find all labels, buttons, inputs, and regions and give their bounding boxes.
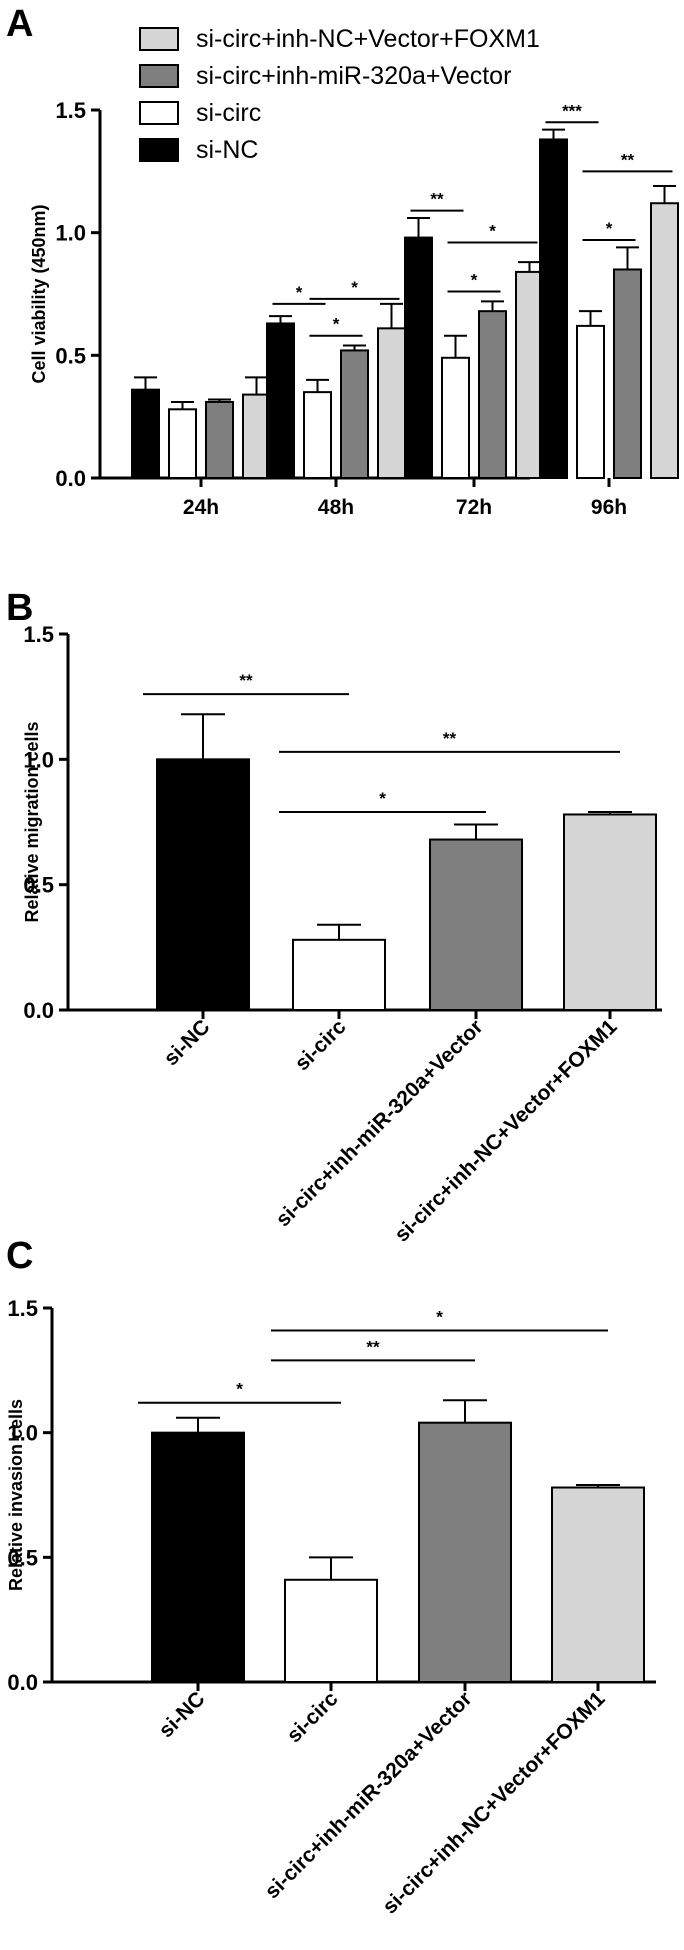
significance-label: * [436,1307,443,1326]
bar [205,400,234,479]
legend-swatch [139,64,179,88]
panel-label-b: B [6,587,33,629]
bar [131,388,160,479]
bar [478,310,507,479]
bar [539,138,568,479]
bar [650,202,679,480]
y-tick-label: 0.0 [7,1670,38,1695]
x-tick-label: si-circ+inh-NC+Vector+FOXM1 [378,1687,609,1918]
significance-label: *** [562,101,582,120]
y-axis-label: Cell viability (450nm) [29,204,49,383]
bar [284,1578,378,1683]
y-axis-label: Relative migration cells [22,721,42,922]
bar [151,1431,245,1683]
significance-label: ** [430,190,444,209]
bar [515,270,544,480]
y-tick-label: 0.5 [55,343,86,368]
x-tick-label: si-circ+inh-NC+Vector+FOXM1 [390,1015,621,1246]
bar [418,1421,512,1684]
panel-label-c: C [6,1235,33,1277]
legend-swatch [139,101,179,125]
significance-label: ** [621,150,635,169]
x-tick-label: si-circ [283,1687,343,1747]
y-tick-label: 1.5 [55,98,86,123]
bar [377,327,406,480]
y-tick-label: 0.0 [55,466,86,491]
significance-label: * [351,278,358,297]
significance-label: * [471,271,478,290]
y-tick-label: 1.0 [23,747,54,772]
significance-label: ** [443,729,457,748]
legend-label: si-circ+inh-NC+Vector+FOXM1 [196,25,540,53]
legend-label: si-circ [196,99,261,127]
y-tick-label: 1.5 [7,1296,38,1321]
legend-label: si-circ+inh-miR-320a+Vector [196,62,511,90]
y-tick-label: 0.5 [7,1545,38,1570]
bar [266,322,295,479]
x-tick-label: si-circ [291,1015,351,1075]
bar [563,813,657,1011]
x-tick-label: si-NC [154,1687,209,1742]
bar [613,268,642,480]
y-tick-label: 1.0 [7,1421,38,1446]
significance-label: * [489,221,496,240]
y-tick-label: 1.0 [55,221,86,246]
significance-label: * [236,1380,243,1399]
bar [303,391,332,479]
bar [292,938,386,1012]
chart-c: 0.0 0.5 1.0 1.5 Relative invasion cells si-NC… [6,1296,656,1919]
y-tick-label: 1.5 [23,622,54,647]
x-tick-label: 72h [456,496,492,519]
bar [576,324,605,480]
significance-label: * [333,315,340,334]
panel-label-a: A [6,3,33,45]
significance-label: * [606,219,613,238]
bar [156,758,250,1011]
chart-b: 0.0 0.5 1.0 1.5 Relative migration cells si-N… [22,622,662,1247]
bar [168,408,197,480]
legend-label: si-NC [196,136,259,164]
legend-swatch [139,27,179,51]
bar [441,356,470,479]
x-tick-label: 96h [591,496,627,519]
x-tick-label: 24h [183,496,219,519]
bar [404,236,433,479]
y-axis-label: Relative invasion cells [6,1399,26,1591]
bar [340,349,369,479]
significance-label: * [379,789,386,808]
significance-label: ** [239,671,253,690]
x-tick-label: si-NC [159,1015,214,1070]
chart-a: 0.0 0.5 1.0 1.5 Cell viability (450nm) 24h 48h… [29,25,679,519]
x-tick-label: 48h [318,496,354,519]
y-tick-label: 0.5 [23,873,54,898]
y-tick-label: 0.0 [23,998,54,1023]
legend-swatch [139,138,179,162]
bar [242,393,271,479]
significance-label: ** [366,1337,380,1356]
bar [551,1486,645,1684]
bar [429,838,523,1012]
significance-label: * [296,283,303,302]
